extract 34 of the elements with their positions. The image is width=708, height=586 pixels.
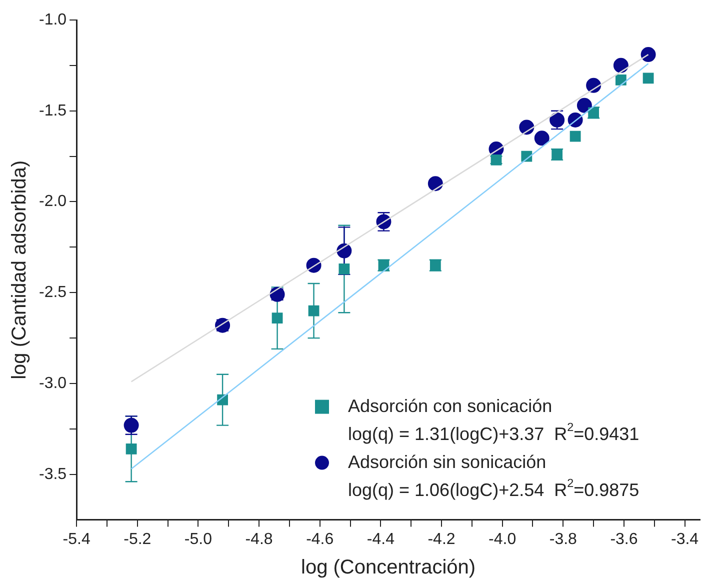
legend-label: Adsorción sin sonicación: [348, 452, 546, 472]
x-tick-label: -3.8: [549, 530, 578, 548]
x-tick-label: -4.0: [488, 530, 516, 548]
x-tick-label: -5.2: [124, 530, 152, 548]
x-axis-title: log (Concentración): [301, 556, 476, 579]
y-tick-label: -1.5: [38, 102, 67, 120]
point: [428, 176, 443, 192]
point: [126, 443, 137, 454]
point: [570, 130, 581, 142]
legend-label: Adsorción con sonicación: [348, 396, 552, 416]
x-tick-label: -5.4: [62, 530, 90, 548]
point: [640, 47, 656, 62]
y-tick-label: -2.0: [38, 193, 67, 210]
point: [576, 98, 592, 113]
y-axis-title: log (Cantidad adsorbida): [8, 160, 31, 380]
x-tick-label: -4.4: [366, 530, 395, 548]
point: [272, 312, 283, 324]
point: [613, 58, 628, 73]
x-tick-label: -4.6: [306, 530, 334, 548]
x-tick-label: -3.4: [671, 530, 699, 548]
point: [308, 305, 320, 316]
point: [534, 130, 550, 146]
point: [615, 74, 626, 86]
point: [642, 72, 654, 84]
x-tick-label: -5.0: [184, 530, 212, 548]
y-tick-label: -2.5: [38, 284, 67, 302]
y-tick-label: -3.5: [38, 466, 67, 483]
x-tick-label: -4.2: [428, 530, 456, 548]
y-tick-label: -3.0: [38, 374, 67, 392]
point: [338, 264, 350, 274]
x-tick-label: -4.8: [245, 530, 273, 548]
point: [519, 120, 534, 135]
x-tick-label: -3.6: [610, 530, 638, 548]
y-tick-label: -1.0: [38, 11, 67, 28]
